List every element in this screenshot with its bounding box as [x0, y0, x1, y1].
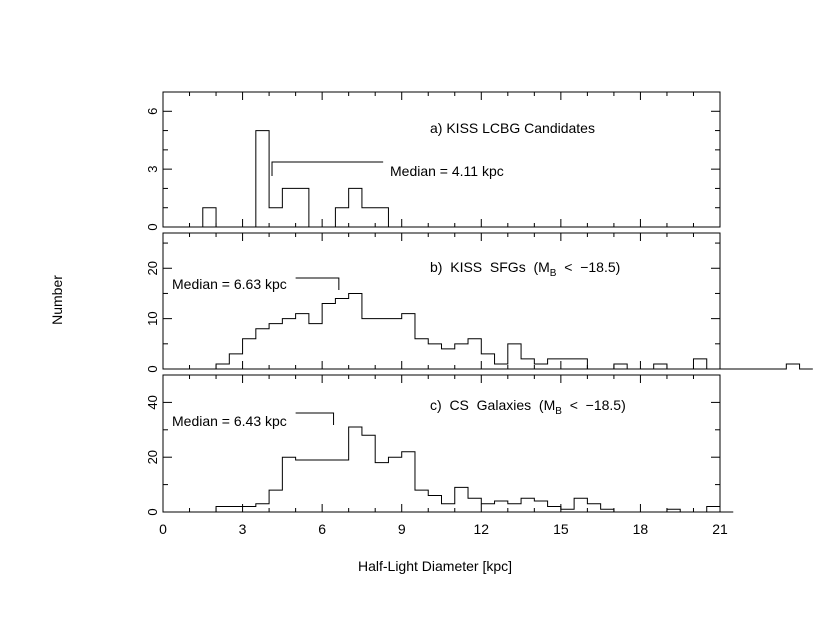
- panel-title-subscript: B: [555, 406, 562, 417]
- y-tick-label: 6: [145, 108, 160, 115]
- median-marker: [295, 277, 340, 290]
- y-tick-label: 3: [145, 166, 160, 173]
- y-tick-label: 0: [145, 508, 160, 515]
- panel-title-suffix: < −18.5): [556, 259, 620, 275]
- x-tick-label: 18: [633, 521, 649, 537]
- y-tick-label: 10: [145, 311, 160, 325]
- panel-c: 0 20 40 c) CS Galaxies (MB < −18.5) Median =…: [145, 374, 734, 516]
- median-marker: [271, 161, 384, 176]
- histogram-bars: [215, 292, 813, 370]
- x-tick-label: 3: [239, 521, 247, 537]
- panel-title-prefix: c) CS Galaxies (M: [430, 397, 555, 413]
- median-label: Median = 6.43 kpc: [172, 413, 287, 429]
- panel-b: 0 10 20 b) KISS SFGs (MB < −18.5) Median = 6…: [145, 232, 813, 373]
- panel-frame: [162, 232, 721, 370]
- x-tick-label: 6: [318, 521, 326, 537]
- median-marker: [295, 412, 335, 425]
- x-axis-label: Half-Light Diameter [kpc]: [358, 558, 512, 574]
- median-label: Median = 6.63 kpc: [172, 276, 287, 292]
- panel-title-subscript: B: [550, 268, 557, 279]
- panel-title: a) KISS LCBG Candidates: [430, 120, 595, 136]
- x-tick-labels: 0 3 6 9 12 15 18 21: [159, 521, 728, 537]
- y-tick-label: 0: [145, 365, 160, 372]
- y-axis-label: Number: [49, 275, 65, 325]
- y-tick-label: 40: [145, 395, 160, 409]
- x-tick-label: 15: [553, 521, 569, 537]
- median-label: Median = 4.11 kpc: [390, 163, 504, 179]
- panels: 0 3 6 a) KISS LCBG Candidates Median = 4.11 …: [145, 91, 813, 516]
- panel-frame: [162, 91, 721, 228]
- panel-title: c) CS Galaxies (MB < −18.5): [430, 397, 626, 417]
- y-tick-label: 20: [145, 261, 160, 275]
- histogram-bars: [189, 426, 734, 513]
- x-tick-label: 21: [712, 521, 728, 537]
- panel-title-prefix: b) KISS SFGs (M: [430, 259, 550, 275]
- panel-a: 0 3 6 a) KISS LCBG Candidates Median = 4.11 …: [145, 91, 721, 231]
- x-tick-label: 0: [159, 521, 167, 537]
- y-tick-label: 20: [145, 450, 160, 464]
- panel-frame: [162, 374, 721, 513]
- x-tick-label: 9: [398, 521, 406, 537]
- panel-title-suffix: < −18.5): [562, 397, 626, 413]
- histogram-bars: [189, 130, 402, 228]
- panel-title: b) KISS SFGs (MB < −18.5): [430, 259, 620, 279]
- y-tick-label: 0: [145, 223, 160, 230]
- x-tick-label: 12: [473, 521, 489, 537]
